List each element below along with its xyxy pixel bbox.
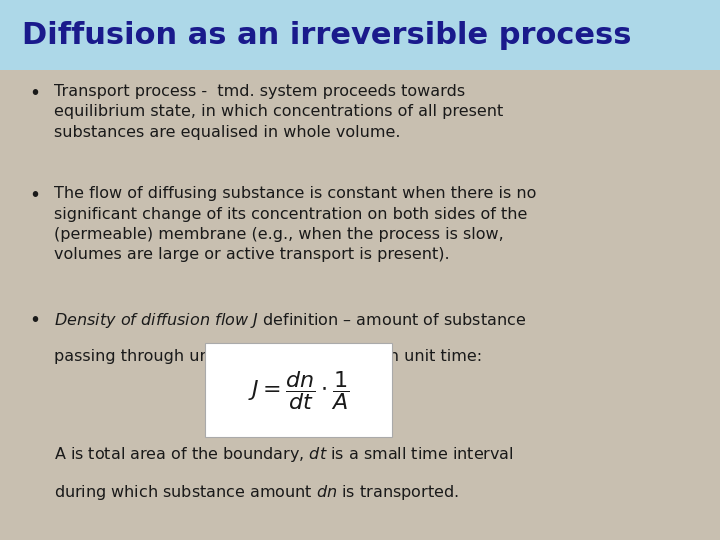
Text: •: • <box>29 310 40 329</box>
Text: Transport process -  tmd. system proceeds towards
equilibrium state, in which co: Transport process - tmd. system proceeds… <box>54 84 503 139</box>
Text: •: • <box>29 186 40 205</box>
Text: passing through unit area of a boundary in unit time:: passing through unit area of a boundary … <box>54 349 482 364</box>
Text: during which substance amount $\it{dn}$ is transported.: during which substance amount $\it{dn}$ … <box>54 483 459 502</box>
Text: •: • <box>29 84 40 103</box>
Text: $J = \dfrac{dn}{dt} \cdot \dfrac{1}{A}$: $J = \dfrac{dn}{dt} \cdot \dfrac{1}{A}$ <box>248 369 349 411</box>
Text: The flow of diffusing substance is constant when there is no
significant change : The flow of diffusing substance is const… <box>54 186 536 262</box>
FancyBboxPatch shape <box>0 0 720 70</box>
Text: $\mathit{Density\ of\ diffusion\ flow\ J}$ definition – amount of substance: $\mathit{Density\ of\ diffusion\ flow\ J… <box>54 310 526 329</box>
Text: Diffusion as an irreversible process: Diffusion as an irreversible process <box>22 21 631 50</box>
Text: A is total area of the boundary, $\it{dt}$ is a small time interval: A is total area of the boundary, $\it{dt… <box>54 446 513 464</box>
FancyBboxPatch shape <box>205 343 392 437</box>
